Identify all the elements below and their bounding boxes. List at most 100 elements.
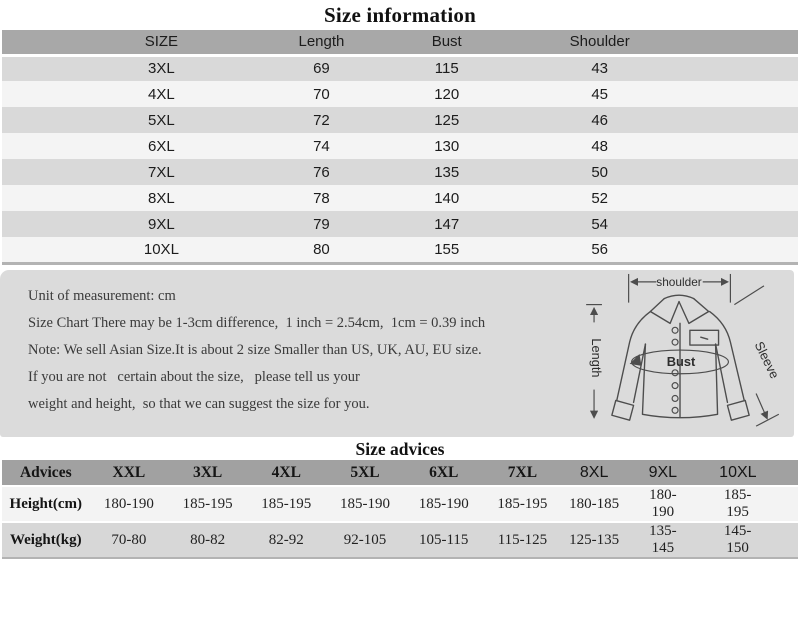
table-cell: 79 [240,211,385,237]
table-cell: 46 [519,107,798,133]
size-info-table: SIZE Length Bust Shoulder 3XL 69 115 43 4XL 70 120… [2,30,798,265]
table-row: 7XL 76 135 50 [2,159,798,185]
row-label: 6XL [2,133,241,159]
row-label: 9XL [2,211,241,237]
row-label: 7XL [2,159,241,185]
table-cell: 82-92 [246,522,326,558]
table-row: 3XL 69 115 43 [2,55,798,81]
column-header-xxl: XXL [89,460,169,487]
column-header-length: Length [240,30,385,57]
note-ask-line1: If you are not certain about the size, p… [28,369,360,385]
garment-measure-diagram: shoulder Length [571,271,791,437]
table-cell: 185-190 [325,486,405,523]
table-cell: 180-185 [561,486,641,523]
table-cell: 45 [519,81,798,107]
column-header-7xl: 7XL [483,460,562,487]
table-cell: 185-195 [168,486,247,523]
note-difference: Size Chart There may be 1-3cm difference… [28,315,486,331]
table-cell: 135 [384,159,520,185]
sleeve-arrow [755,393,780,427]
column-header-3xl: 3XL [168,460,247,487]
table-cell: 70-80 [89,522,169,558]
table-cell: 135-145 [640,522,720,558]
table-cell: 43 [519,55,798,81]
table-cell: 130 [384,133,520,159]
column-header-10xl: 10XL [719,460,798,487]
measurement-notes: Unit of measurement: cm Size Chart There… [28,283,485,418]
table-cell: 69 [240,55,385,81]
table-cell: 105-115 [404,522,484,558]
bust-label: Bust [667,354,696,369]
row-label: 5XL [2,107,241,133]
row-label: 4XL [2,81,241,107]
row-label: 3XL [2,55,241,81]
table-row: Weight(kg) 70-80 80-82 82-92 92-105 105-115 11… [2,522,798,558]
note-ask-line2: weight and height, so that we can sugges… [28,396,370,412]
pocket [689,329,720,346]
column-header-6xl: 6XL [404,460,484,487]
column-header-5xl: 5XL [325,460,405,487]
table-row: 8XL 78 140 52 [2,185,798,211]
table-header-row: SIZE Length Bust Shoulder [2,30,798,57]
table-cell: 80-82 [168,522,247,558]
note-unit: Unit of measurement: cm [28,288,176,304]
table-cell: 72 [240,107,385,133]
row-label: 10XL [2,237,241,263]
row-label: Weight(kg) [2,522,90,558]
table-cell: 120 [384,81,520,107]
notes-panel: Unit of measurement: cm Size Chart There… [0,270,794,437]
table-cell: 76 [240,159,385,185]
shoulder-label: shoulder [656,275,701,289]
table-cell: 70 [240,81,385,107]
table-cell: 80 [240,237,385,263]
table-header-row: Advices XXL 3XL 4XL 5XL 6XL 7XL 8XL 9XL 10XL [2,460,798,487]
table-cell: 185-195 [246,486,326,523]
table-cell: 155 [384,237,520,263]
column-header-8xl: 8XL [561,460,641,487]
table-cell: 92-105 [325,522,405,558]
length-label: Length [589,338,604,377]
table-cell: 56 [519,237,798,263]
column-header-4xl: 4XL [246,460,326,487]
table-cell: 115-125 [483,522,562,558]
table-cell: 147 [384,211,520,237]
column-header-9xl: 9XL [640,460,720,487]
row-label: 8XL [2,185,241,211]
table-cell: 125-135 [561,522,641,558]
column-header-shoulder: Shoulder [519,30,798,57]
table-cell: 50 [519,159,798,185]
table-cell: 125 [384,107,520,133]
page-title: Size information [324,3,476,27]
table-row: 6XL 74 130 48 [2,133,798,159]
table-cell: 145-150 [719,522,798,558]
size-advices-table: Advices XXL 3XL 4XL 5XL 6XL 7XL 8XL 9XL 10XL Heigh… [2,460,798,559]
table-row: Height(cm) 180-190 185-195 185-195 185-190 18… [2,486,798,523]
table-cell: 54 [519,211,798,237]
table-cell: 185-190 [404,486,484,523]
table-cell: 180-190 [640,486,720,523]
table-cell: 74 [240,133,385,159]
table-cell: 140 [384,185,520,211]
table-cell: 185-195 [483,486,562,523]
table-row: 4XL 70 120 45 [2,81,798,107]
advices-title: Size advices [355,439,445,459]
length-arrow [586,304,602,419]
column-header-size: SIZE [2,30,241,57]
bust-ellipse [629,349,730,375]
jacket-outline [611,294,750,421]
table-cell: 52 [519,185,798,211]
table-row: 10XL 80 155 56 [2,237,798,263]
jacket-buttons [671,326,679,414]
jacket-diagram-svg: shoulder Length [586,273,783,427]
note-asian-size: Note: We sell Asian Size.It is about 2 s… [28,342,482,358]
table-cell: 48 [519,133,798,159]
table-row: 5XL 72 125 46 [2,107,798,133]
sleeve-label: Sleeve [752,339,783,381]
table-cell: 180-190 [89,486,169,523]
shoulder-arrow [628,273,765,306]
table-cell: 115 [384,55,520,81]
table-cell: 185-195 [719,486,798,523]
column-header-bust: Bust [384,30,520,57]
table-row: 9XL 79 147 54 [2,211,798,237]
